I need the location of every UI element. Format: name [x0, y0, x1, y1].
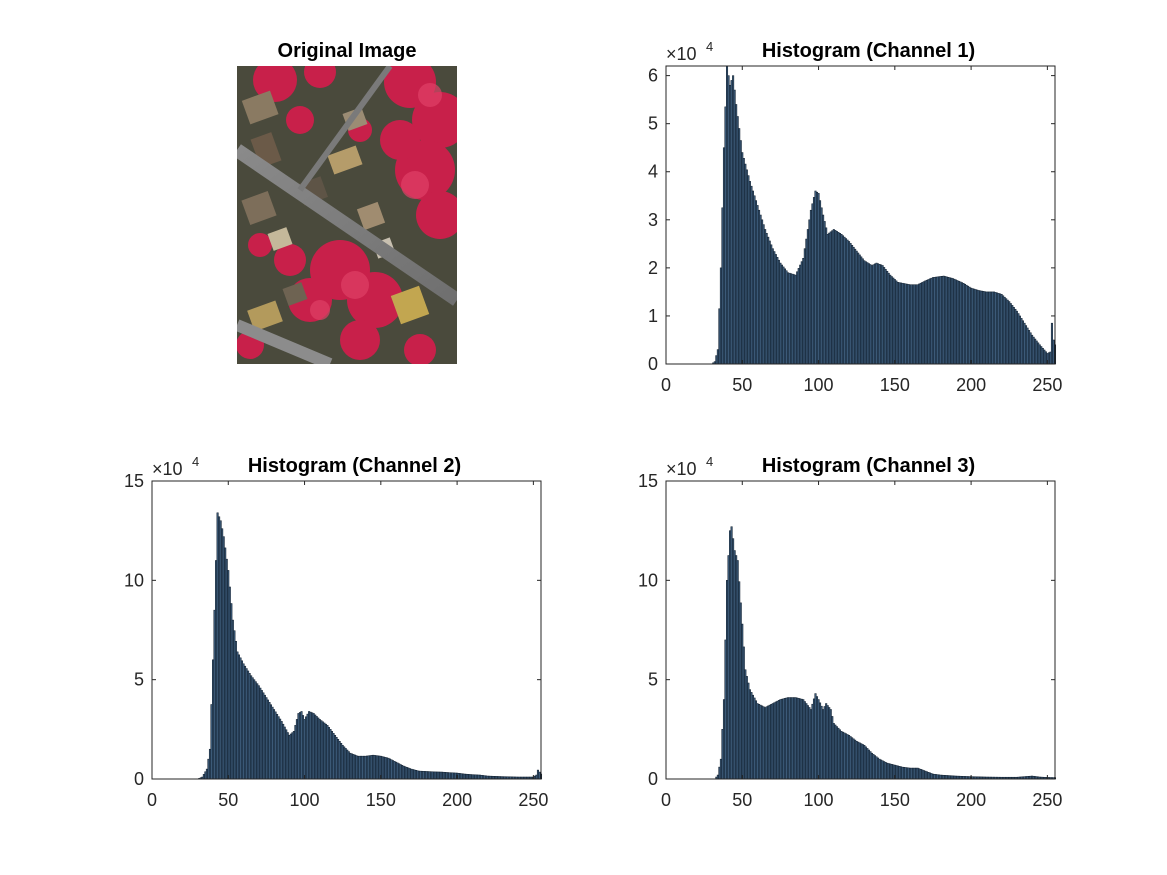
axes-box: [151, 480, 542, 780]
x-tick-label: 250: [1032, 375, 1062, 395]
x-tick-label: 200: [956, 790, 986, 810]
y-tick-label: 5: [134, 670, 144, 690]
chart-title: Histogram (Channel 1): [762, 40, 975, 62]
y-tick-label: 10: [124, 570, 144, 590]
x-tick-label: 100: [804, 790, 834, 810]
y-tick-label: 0: [648, 769, 658, 789]
y-tick-label: 15: [638, 471, 658, 491]
exponent-base: ×10: [666, 44, 697, 64]
axes-box: [665, 65, 1056, 365]
y-tick-label: 10: [638, 570, 658, 590]
axes-box: [665, 480, 1056, 780]
chart-title: Histogram (Channel 2): [248, 455, 461, 477]
histogram-channel-2: Histogram (Channel 2) ×10 4 0 50 100 150 200…: [124, 454, 548, 810]
bars: [715, 526, 1057, 780]
y-tick-label: 3: [648, 210, 658, 230]
y-tick-label: 2: [648, 258, 658, 278]
histogram-channel-3: Histogram (Channel 3) ×10 4 0 50 100 150 200…: [638, 454, 1062, 810]
y-tick-label: 15: [124, 471, 144, 491]
x-tick-label: 100: [290, 790, 320, 810]
y-tick-label: 4: [648, 162, 658, 182]
x-tick-label: 200: [442, 790, 472, 810]
histogram-channel-1: Histogram (Channel 1) ×10 4 0 50 100 150 200…: [648, 39, 1062, 395]
image-title: Original Image: [278, 40, 417, 62]
exponent-power: 4: [192, 454, 199, 469]
x-tick-label: 250: [1032, 790, 1062, 810]
y-tick-label: 0: [134, 769, 144, 789]
exponent-label: ×10 4: [666, 454, 713, 479]
aerial-image: [237, 66, 457, 364]
exponent-label: ×10 4: [152, 454, 199, 479]
x-tick-label: 150: [880, 790, 910, 810]
original-image-panel: Original Image: [237, 40, 457, 364]
x-tick-label: 0: [661, 375, 671, 395]
exponent-label: ×10 4: [666, 39, 713, 64]
bars: [198, 512, 543, 780]
x-tick-label: 200: [956, 375, 986, 395]
x-tick-label: 150: [880, 375, 910, 395]
x-tick-label: 100: [804, 375, 834, 395]
x-tick-label: 250: [518, 790, 548, 810]
y-tick-label: 5: [648, 670, 658, 690]
exponent-base: ×10: [666, 459, 697, 479]
x-tick-label: 50: [218, 790, 238, 810]
bars: [712, 65, 1057, 365]
exponent-power: 4: [706, 454, 713, 469]
x-tick-label: 50: [732, 375, 752, 395]
y-tick-label: 1: [648, 306, 658, 326]
y-tick-label: 0: [648, 354, 658, 374]
x-tick-label: 50: [732, 790, 752, 810]
x-tick-label: 0: [661, 790, 671, 810]
y-tick-label: 5: [648, 114, 658, 134]
x-tick-label: 0: [147, 790, 157, 810]
chart-title: Histogram (Channel 3): [762, 455, 975, 477]
exponent-base: ×10: [152, 459, 183, 479]
y-tick-label: 6: [648, 66, 658, 86]
x-tick-label: 150: [366, 790, 396, 810]
exponent-power: 4: [706, 39, 713, 54]
